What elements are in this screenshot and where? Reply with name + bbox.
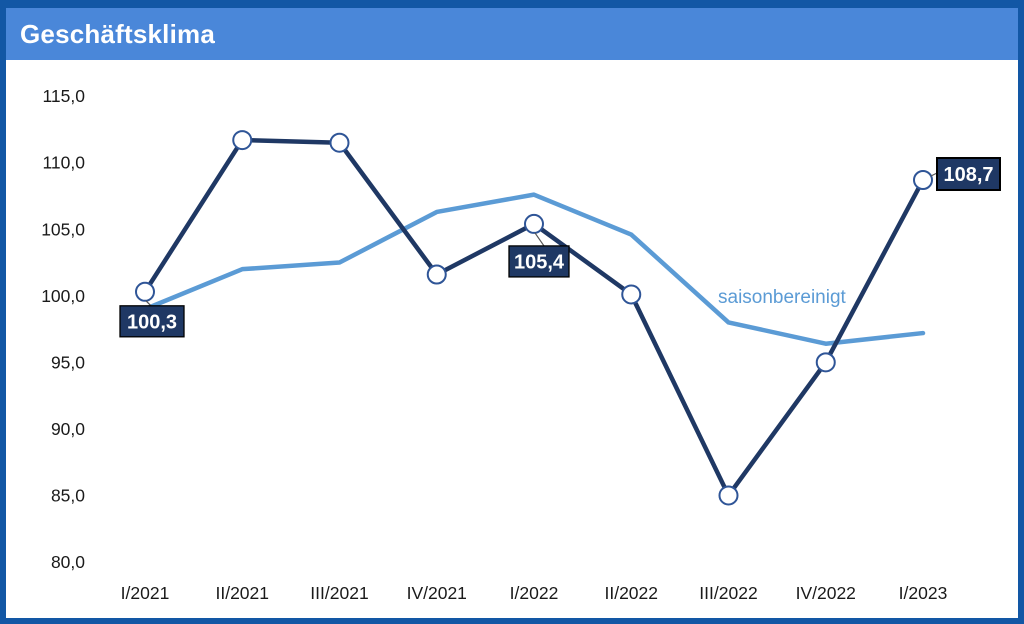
data-label-box (119, 305, 185, 338)
data-label-box (508, 245, 570, 278)
data-point-marker (426, 264, 447, 285)
x-tick-label: I/2023 (899, 583, 948, 603)
data-point-marker (815, 352, 836, 373)
x-tick-label: III/2021 (310, 583, 368, 603)
x-tick-label: II/2022 (604, 583, 658, 603)
x-tick-label: II/2021 (215, 583, 269, 603)
data-label-box (936, 157, 1001, 192)
x-tick-label: I/2022 (510, 583, 559, 603)
x-tick-label: IV/2022 (796, 583, 856, 603)
y-tick-label: 95,0 (51, 352, 85, 372)
y-tick-label: 80,0 (51, 552, 85, 572)
chart-region: 115,0 110,0 105,0 100,0 95,0 90,0 85,0 80,0 I/20… (6, 60, 1018, 618)
data-label-text: 100,3 (127, 311, 177, 333)
data-point-marker (329, 132, 350, 153)
x-tick-label: III/2022 (699, 583, 757, 603)
data-point-marker (232, 130, 253, 151)
y-tick-label: 115,0 (43, 86, 86, 106)
series-label-saisonbereinigt: saisonbereinigt (718, 287, 847, 308)
data-label-text: 108,7 (943, 164, 993, 186)
x-tick-label: IV/2021 (407, 583, 467, 603)
data-point-marker (135, 281, 155, 302)
y-tick-label: 90,0 (51, 419, 85, 439)
chart-header: Geschäftsklima (6, 8, 1018, 60)
data-point-marker (718, 485, 739, 506)
y-tick-label: 100,0 (41, 286, 85, 306)
data-point-marker (621, 284, 642, 305)
chart-canvas: 115,0 110,0 105,0 100,0 95,0 90,0 85,0 80,0 I/20… (41, 86, 1001, 603)
x-tick-label: I/2021 (121, 583, 170, 603)
y-tick-label: 105,0 (41, 219, 85, 239)
data-point-marker (913, 170, 933, 191)
y-tick-label: 110,0 (43, 153, 86, 173)
series-line-saisonbereinigt (142, 192, 926, 346)
data-label-text: 105,4 (514, 251, 565, 273)
data-label-leader (534, 232, 545, 247)
y-tick-label: 85,0 (51, 485, 85, 505)
data-point-marker (524, 213, 544, 234)
chart-title: Geschäftsklima (20, 18, 216, 49)
